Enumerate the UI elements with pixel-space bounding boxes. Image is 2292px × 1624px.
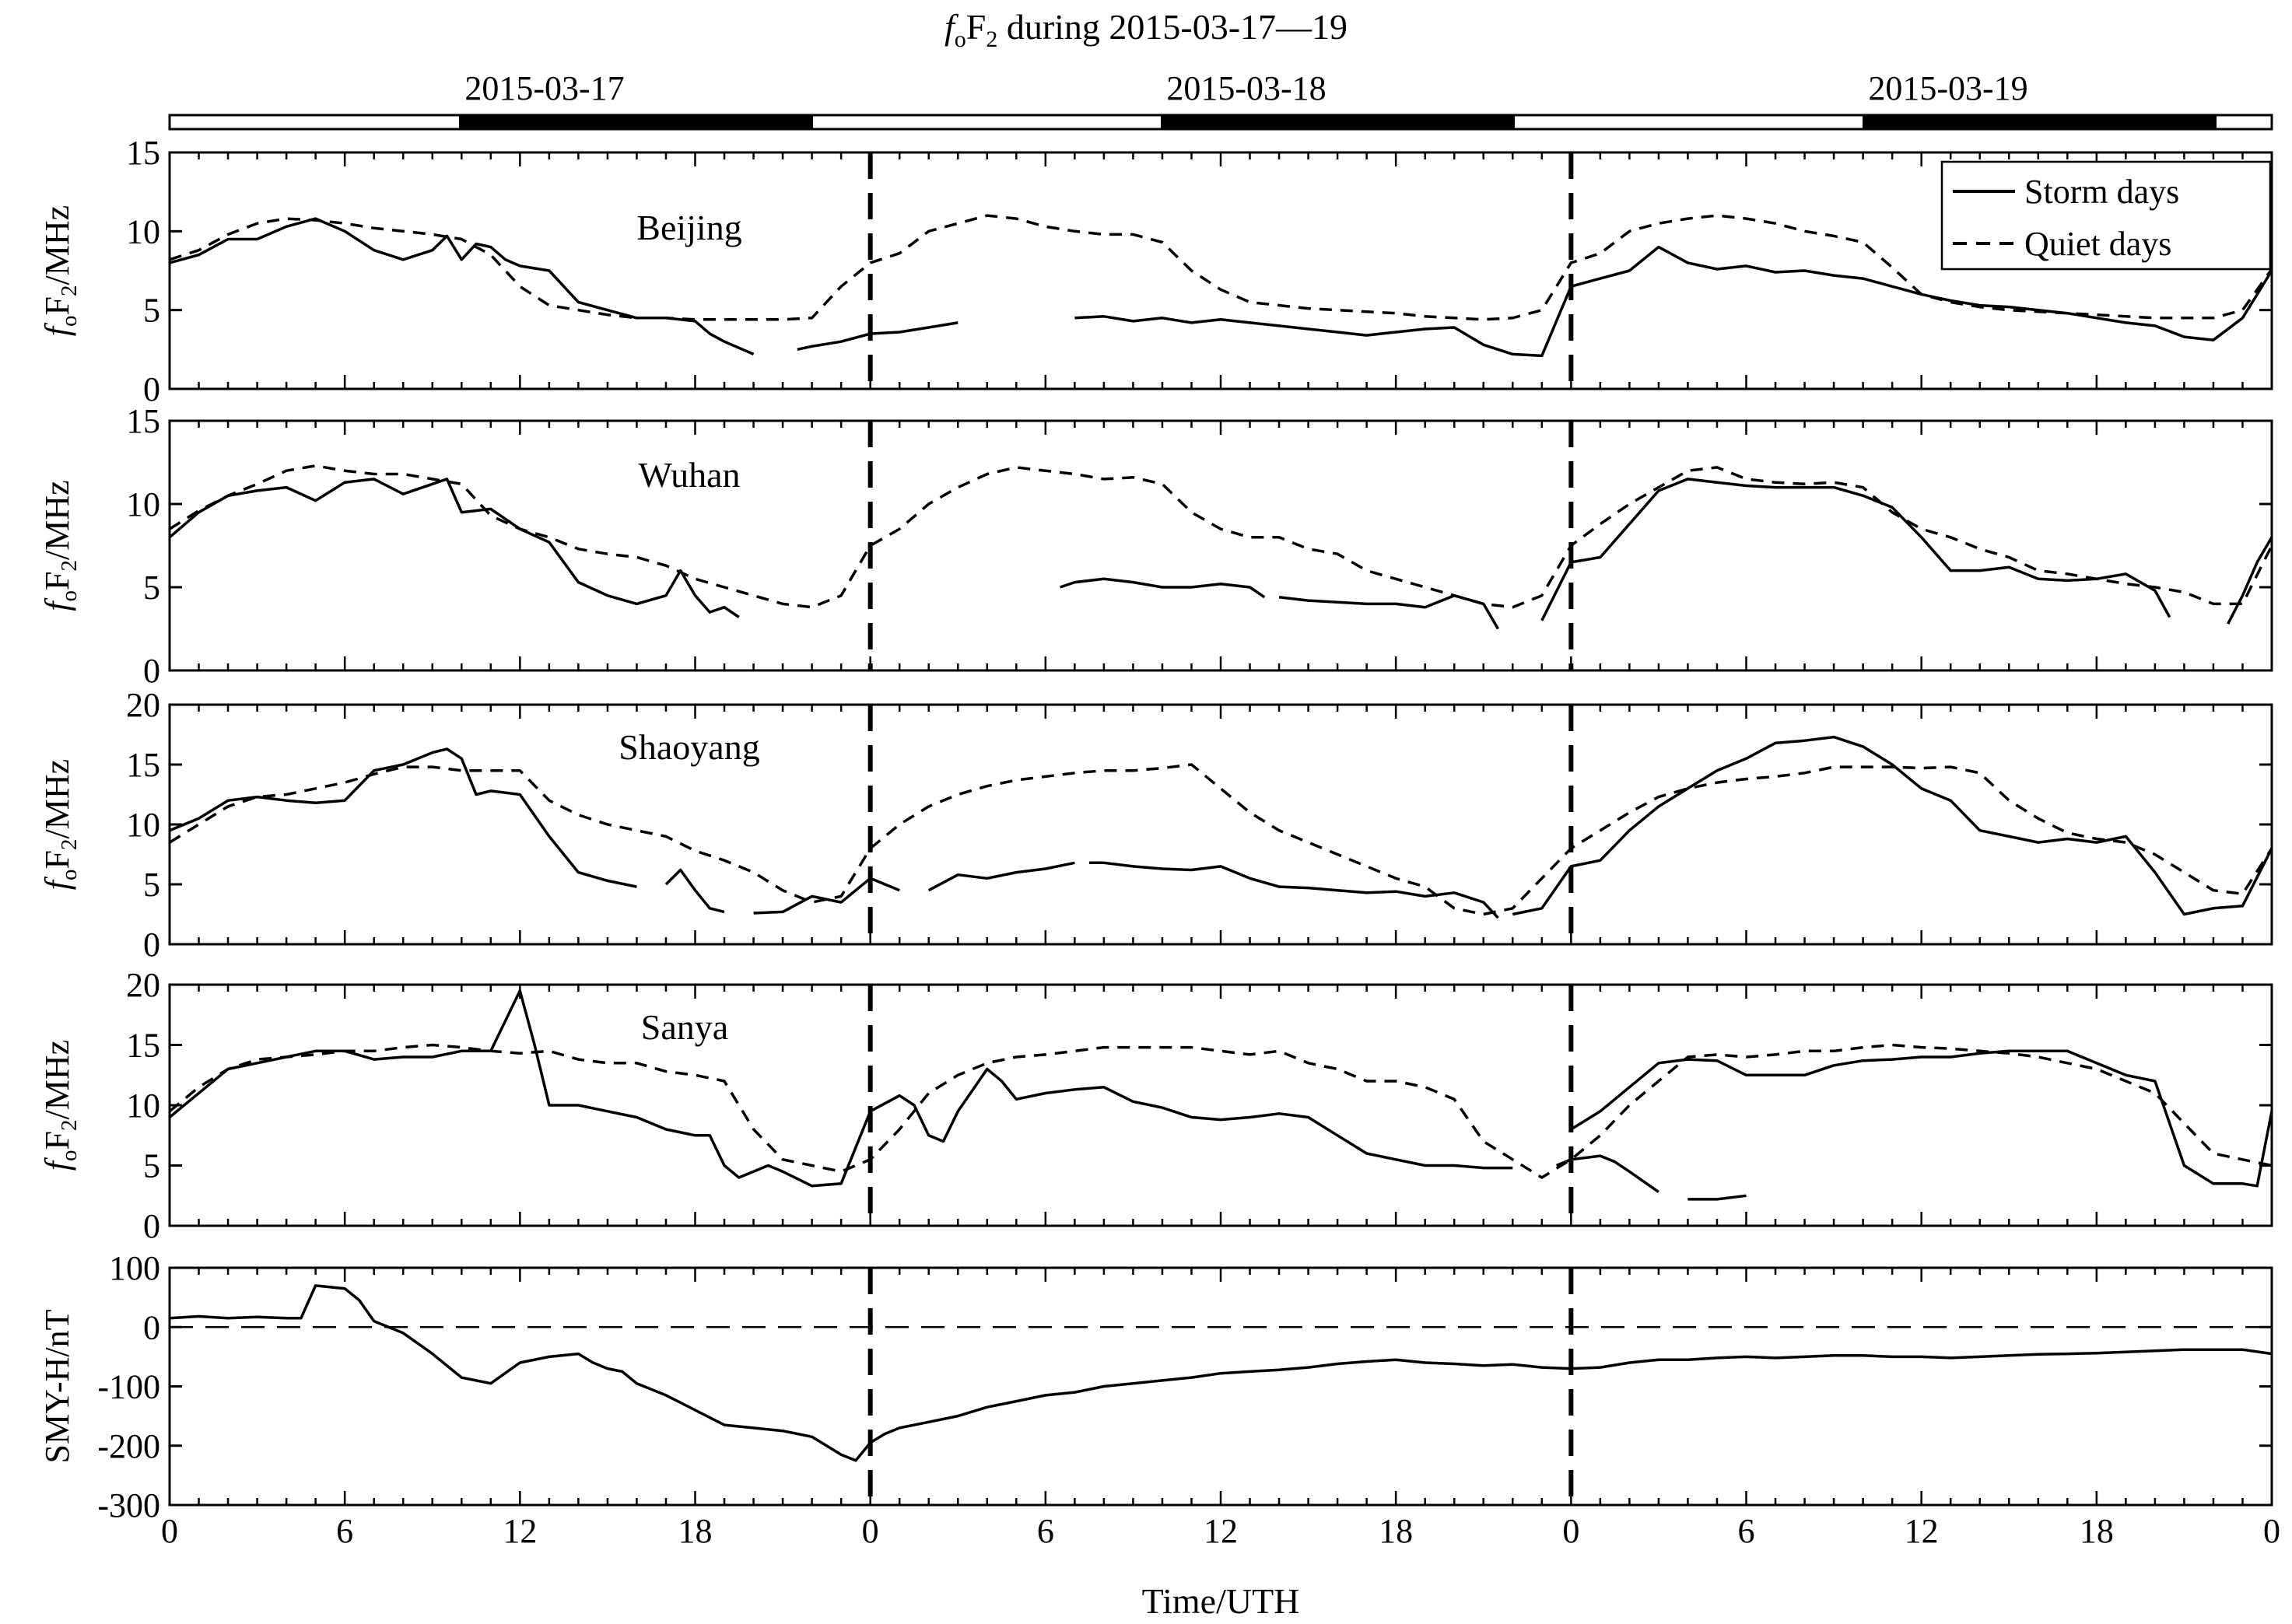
y-tick-label: 0 xyxy=(143,652,160,690)
y-tick-label: 5 xyxy=(143,569,160,607)
x-tick-label: 18 xyxy=(1379,1512,1413,1550)
panel-frame xyxy=(168,983,2273,1227)
storm-days-series-line xyxy=(1570,1049,2273,1188)
x-tick-label: 6 xyxy=(1037,1512,1054,1550)
y-tick-label: 5 xyxy=(143,292,160,330)
panel-wuhan: 0 5 10 15 Wuhan foF2/MHz xyxy=(38,402,2273,690)
y-tick-label: 100 xyxy=(109,1249,160,1287)
y-tick-label: 15 xyxy=(126,402,160,440)
quiet-days-series-line xyxy=(169,763,2273,916)
y-tick-label: -200 xyxy=(97,1427,160,1465)
quiet-days-series-line xyxy=(169,214,2273,321)
x-tick-label: 6 xyxy=(1738,1512,1755,1550)
y-tick-label: 10 xyxy=(126,1087,160,1125)
panel-frame xyxy=(168,703,2273,946)
storm-days-series-line xyxy=(1089,861,1499,919)
storm-days-series-line xyxy=(664,868,725,914)
storm-days-series-line xyxy=(1555,1154,1659,1194)
panels: 0 5 10 15 Beijing foF2/MHz 0 5 10 15 Wuhan foF2/MHz… xyxy=(38,134,2280,1550)
storm-days-series-line xyxy=(1278,593,1500,630)
legend-quiet-label: Quiet days xyxy=(2024,225,2171,263)
x-tick-label: 0 xyxy=(862,1512,879,1550)
panel-sanya: 0 5 10 15 20 Sanya foF2/MHz xyxy=(38,966,2273,1245)
storm-days-series-line xyxy=(1074,245,2273,358)
y-tick-label: 20 xyxy=(126,966,160,1004)
y-tick-label: 15 xyxy=(126,1027,160,1065)
station-label: Sanya xyxy=(641,1007,728,1047)
y-axis-label: foF2/MHz xyxy=(38,205,82,336)
storm-days-series-line xyxy=(753,877,900,915)
x-tick-label: 12 xyxy=(503,1512,537,1550)
station-label: Wuhan xyxy=(639,455,741,495)
x-tick-label: 18 xyxy=(2080,1512,2114,1550)
y-axis-label: foF2/MHz xyxy=(38,759,82,890)
day-label: 2015-03-19 xyxy=(1868,69,2027,107)
x-tick-label: 12 xyxy=(1204,1512,1238,1550)
panel-smy-h: -300 -200 -100 0 100 SMY-H/nT xyxy=(38,1249,2273,1524)
y-tick-label: 0 xyxy=(143,370,160,408)
storm-days-series-line xyxy=(1540,478,2171,621)
x-tick-label: 0 xyxy=(2263,1512,2280,1550)
storm-days-series-line xyxy=(168,478,740,618)
x-axis-label: Time/UTH xyxy=(1142,1581,1300,1621)
y-tick-label: 0 xyxy=(143,1308,160,1346)
y-axis-label: foF2/MHz xyxy=(38,480,82,611)
day-label: 2015-03-18 xyxy=(1166,69,1326,107)
x-tick-label: 0 xyxy=(161,1512,178,1550)
panel-beijing: 0 5 10 15 Beijing foF2/MHz xyxy=(38,134,2273,408)
storm-days-series-line xyxy=(2227,536,2273,625)
x-tick-label: 6 xyxy=(336,1512,353,1550)
y-tick-label: 0 xyxy=(143,1207,160,1245)
storm-days-series-line xyxy=(169,747,637,888)
storm-days-series-line xyxy=(1512,735,2273,916)
storm-days-series-line xyxy=(168,989,1513,1188)
y-tick-label: -300 xyxy=(97,1486,160,1524)
day-night-bar xyxy=(168,114,2273,131)
x-tick-label: 0 xyxy=(1562,1512,1579,1550)
y-tick-label: 5 xyxy=(143,866,160,904)
y-tick-label: -100 xyxy=(97,1368,160,1406)
storm-days-series-line xyxy=(1060,577,1266,599)
day-label: 2015-03-17 xyxy=(464,69,624,107)
storm-days-series-line xyxy=(1687,1194,1747,1201)
y-tick-label: 15 xyxy=(126,746,160,784)
storm-days-series-line xyxy=(927,861,1075,892)
panel-frame xyxy=(168,1266,2273,1507)
legend-box xyxy=(1940,160,2272,271)
y-tick-label: 20 xyxy=(126,686,160,724)
legend: Storm days Quiet days xyxy=(1940,160,2272,271)
panel-shaoyang: 0 5 10 15 20 Shaoyang foF2/MHz xyxy=(38,686,2273,964)
y-axis-label: foF2/MHz xyxy=(38,1040,82,1171)
legend-storm-label: Storm days xyxy=(2024,173,2179,211)
y-axis-label: SMY-H/nT xyxy=(38,1309,76,1463)
y-tick-label: 0 xyxy=(143,926,160,964)
panel-frame xyxy=(168,419,2273,672)
storm-days-series-line xyxy=(797,321,959,352)
x-tick-label: 12 xyxy=(1905,1512,1939,1550)
station-label: Shaoyang xyxy=(619,727,759,767)
quiet-days-series-line xyxy=(168,1043,2273,1179)
y-tick-label: 10 xyxy=(126,485,160,523)
storm-days-series-line xyxy=(169,1284,2273,1462)
y-tick-label: 5 xyxy=(143,1147,160,1185)
figure-title: foF2 during 2015-03-17—19 xyxy=(944,7,1348,52)
quiet-days-series-line xyxy=(169,464,2273,609)
y-tick-label: 10 xyxy=(126,806,160,844)
y-tick-label: 10 xyxy=(126,212,160,250)
station-label: Beijing xyxy=(636,208,741,247)
x-tick-label: 18 xyxy=(678,1512,713,1550)
y-tick-label: 15 xyxy=(126,134,160,172)
